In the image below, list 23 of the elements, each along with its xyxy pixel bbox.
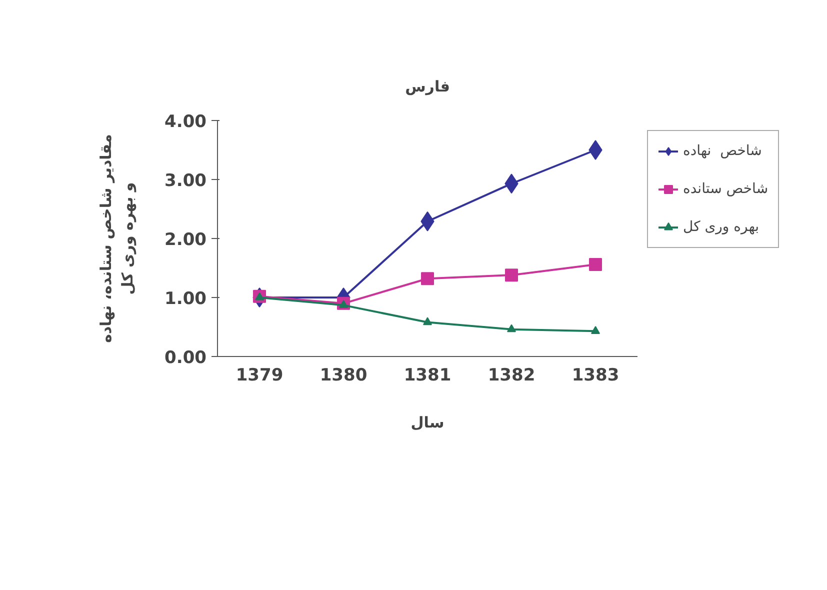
x-tick-label: 1380 [320, 366, 368, 386]
point [421, 272, 434, 286]
point [507, 324, 516, 332]
legend-label: شاخص ستانده [683, 181, 768, 197]
x-axis-title: سال [410, 414, 444, 432]
point [505, 268, 518, 282]
legend-label: شاخص نهاده [683, 143, 762, 159]
y-tick-label: 3.00 [164, 171, 207, 191]
y-tick-label: 0.00 [164, 348, 207, 368]
y-tick-label: 2.00 [164, 230, 207, 250]
point [591, 326, 600, 334]
x-tick-label: 1382 [488, 366, 536, 386]
y-tick-label: 1.00 [164, 289, 207, 309]
x-tick-label: 1379 [236, 366, 284, 386]
x-tick-label: 1383 [572, 366, 620, 386]
point [588, 140, 602, 160]
point [423, 317, 432, 326]
x-tick-label: 1381 [404, 366, 452, 386]
point [589, 258, 602, 271]
chart-title: فارس [405, 78, 450, 96]
y-tick-label: 4.00 [164, 112, 207, 132]
y-axis-title: مقادیر شاخص ستانده، نهاده و بهره وری کل [96, 134, 137, 343]
legend-label: بهره وری کل [683, 219, 760, 235]
